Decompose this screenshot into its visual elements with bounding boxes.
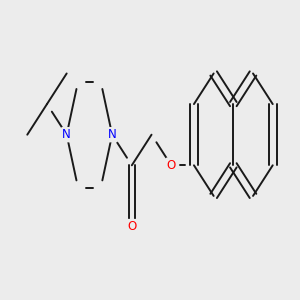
Text: O: O (167, 159, 176, 172)
Text: O: O (127, 220, 136, 233)
Text: N: N (108, 128, 116, 141)
Text: N: N (62, 128, 71, 141)
